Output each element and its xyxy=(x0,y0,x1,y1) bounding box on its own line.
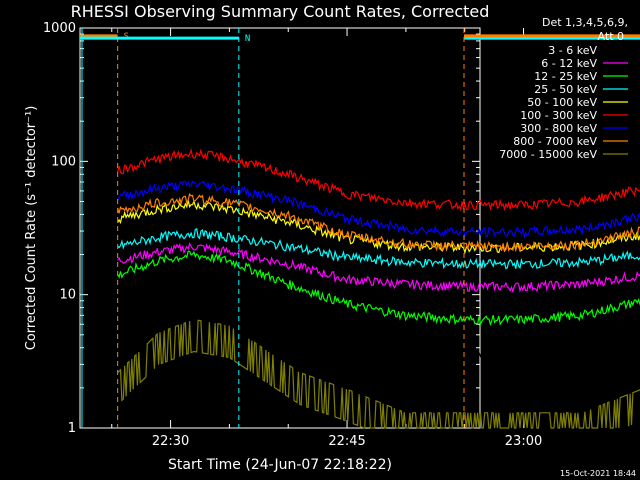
legend-item-label: 800 - 7000 keV xyxy=(513,135,597,148)
series-line-50to100keV xyxy=(117,199,640,255)
marker-label-N: N xyxy=(245,34,250,44)
y-axis-label: Corrected Count Rate (s⁻¹ detector⁻¹) xyxy=(24,106,39,351)
legend-item-label: 300 - 800 keV xyxy=(520,122,597,135)
x-tick-label: 22:45 xyxy=(328,434,365,449)
legend-item-label: 50 - 100 keV xyxy=(527,96,597,109)
plot-area: 110100100022:3022:4523:0023:1523:3023:45… xyxy=(43,21,640,449)
legend-item-label: 7000 - 15000 keV xyxy=(499,148,597,161)
y-tick-label: 1 xyxy=(68,421,76,436)
y-tick-label: 10 xyxy=(59,288,76,303)
legend-item-label: 12 - 25 keV xyxy=(534,70,597,83)
legend-item-label: 100 - 300 keV xyxy=(520,109,597,122)
y-tick-label: 100 xyxy=(51,154,76,169)
series-line-25to50keV xyxy=(117,228,640,270)
x-tick-label: 22:30 xyxy=(152,434,189,449)
series-line-100to300keV xyxy=(117,147,640,212)
series-line-800to7000keV xyxy=(117,192,640,253)
x-tick-label: 23:00 xyxy=(505,434,542,449)
legend-header-1: Det 1,3,4,5,6,9, xyxy=(542,16,628,29)
footer-timestamp: 15-Oct-2021 18:44 xyxy=(560,469,636,478)
plot-frame xyxy=(79,27,481,429)
y-tick-label: 1000 xyxy=(43,21,76,36)
legend-item-label: 25 - 50 keV xyxy=(534,83,597,96)
series-line-7000to15000keV xyxy=(117,319,640,429)
series-line-300to800keV xyxy=(117,180,640,239)
legend-item-label: 3 - 6 keV xyxy=(548,44,597,57)
series-line-3to6keV xyxy=(117,263,640,362)
x-axis-label: Start Time (24-Jun-07 22:18:22) xyxy=(168,457,392,473)
legend-header-2: Att 0 xyxy=(598,30,624,43)
legend-item-label: 6 - 12 keV xyxy=(541,57,597,70)
chart-title: RHESSI Observing Summary Count Rates, Co… xyxy=(71,2,490,21)
series-line-6to12keV xyxy=(117,242,640,294)
series-line-12to25keV xyxy=(117,250,640,327)
